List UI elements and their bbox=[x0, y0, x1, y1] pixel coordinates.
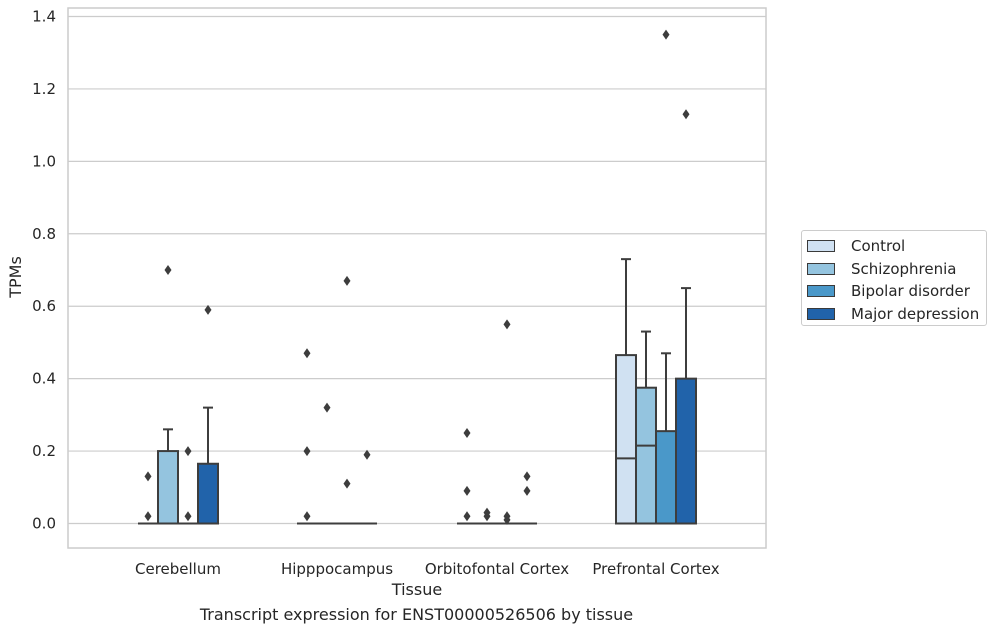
y-tick-label: 0.6 bbox=[32, 297, 56, 315]
outlier-point bbox=[503, 319, 511, 330]
legend-label: Control bbox=[851, 237, 906, 256]
outlier-point bbox=[682, 109, 690, 120]
y-tick-label: 0.8 bbox=[32, 225, 56, 243]
outlier-point bbox=[483, 511, 491, 522]
outlier-point bbox=[523, 471, 531, 482]
box-body bbox=[197, 462, 219, 525]
legend-swatch bbox=[807, 285, 835, 298]
legend-item: Major depression bbox=[807, 303, 986, 326]
boxes bbox=[138, 258, 697, 525]
outlier-point bbox=[662, 29, 670, 40]
x-tick-label: Hipppocampus bbox=[281, 560, 393, 578]
outlier-point bbox=[343, 275, 351, 286]
box-body bbox=[635, 386, 657, 525]
plot-frame bbox=[67, 7, 767, 549]
y-axis-label: TPMs bbox=[6, 256, 25, 299]
outlier-point bbox=[144, 511, 152, 522]
legend-item: Control bbox=[807, 235, 986, 258]
x-axis-label: Tissue bbox=[391, 580, 442, 599]
y-tick-label: 1.4 bbox=[32, 8, 56, 26]
y-tick-label: 0.2 bbox=[32, 442, 56, 460]
outlier-point bbox=[184, 446, 192, 457]
outlier-point bbox=[303, 446, 311, 457]
box-body bbox=[615, 354, 637, 525]
legend-swatch bbox=[807, 240, 835, 253]
legend-item: Bipolar disorder bbox=[807, 280, 986, 303]
box-body bbox=[157, 450, 179, 525]
box-schizophrenia bbox=[157, 428, 179, 525]
outlier-point bbox=[144, 471, 152, 482]
outlier-point bbox=[323, 402, 331, 413]
box-major-depression bbox=[197, 406, 219, 525]
legend-label: Bipolar disorder bbox=[851, 282, 970, 301]
legend-item: Schizophrenia bbox=[807, 258, 986, 281]
y-tick-labels: 0.0 0.2 0.4 0.6 0.8 1.0 1.2 1.4 bbox=[32, 8, 56, 533]
x-tick-label: Prefrontal Cortex bbox=[592, 560, 719, 578]
box-major-depression bbox=[675, 287, 697, 525]
legend-label: Major depression bbox=[851, 304, 980, 323]
box-control bbox=[615, 258, 637, 525]
outlier-point bbox=[463, 511, 471, 522]
outlier-point bbox=[164, 265, 172, 275]
outlier-point bbox=[184, 511, 192, 522]
outlier-point bbox=[463, 485, 471, 496]
y-tick-label: 1.0 bbox=[32, 152, 56, 170]
outlier-point bbox=[363, 449, 371, 460]
outlier-point bbox=[303, 348, 311, 359]
outlier-point bbox=[523, 485, 531, 496]
x-tick-label: Cerebellum bbox=[135, 560, 221, 578]
x-tick-label: Orbitofontal Cortex bbox=[425, 560, 569, 578]
legend-swatch bbox=[807, 307, 835, 320]
x-tick-labels: Cerebellum Hipppocampus Orbitofontal Corte… bbox=[135, 560, 720, 578]
box-body bbox=[675, 377, 697, 525]
gridlines bbox=[68, 15, 766, 525]
legend-label: Schizophrenia bbox=[851, 259, 957, 278]
outlier-point bbox=[343, 478, 351, 489]
outlier-point bbox=[303, 511, 311, 522]
box-body bbox=[655, 430, 677, 525]
outlier-point bbox=[503, 514, 511, 525]
y-tick-label: 0.0 bbox=[32, 515, 56, 533]
y-tick-label: 1.2 bbox=[32, 80, 56, 98]
box-schizophrenia bbox=[635, 330, 657, 525]
outlier-point bbox=[204, 304, 212, 315]
outlier-point bbox=[463, 427, 471, 438]
y-tick-label: 0.4 bbox=[32, 370, 56, 388]
legend: Control Schizophrenia Bipolar disorder Majo… bbox=[801, 230, 987, 326]
legend-swatch bbox=[807, 262, 835, 275]
chart-caption: Transcript expression for ENST0000052650… bbox=[199, 605, 634, 624]
outliers bbox=[144, 29, 690, 525]
